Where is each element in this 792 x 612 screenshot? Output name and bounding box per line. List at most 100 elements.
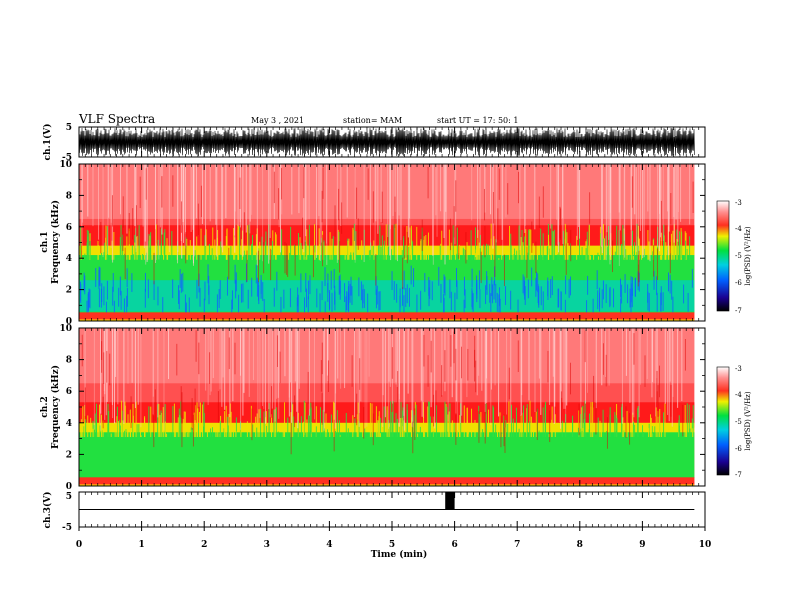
spectrogram-dark-streak	[192, 414, 194, 447]
spectrogram-dark-streak	[427, 355, 429, 387]
spectrogram-spike	[144, 249, 146, 260]
spectrogram-blue-streak	[327, 283, 329, 302]
spectrogram-spike	[581, 431, 583, 438]
spectrogram-streak	[608, 328, 610, 386]
spectrogram-streak	[380, 164, 382, 223]
spectrogram-streak	[221, 328, 223, 407]
spectrogram-streak	[580, 328, 582, 402]
spectrogram-spike	[526, 408, 528, 438]
spectrogram-dark-streak	[334, 205, 336, 237]
spectrogram-dark-streak	[500, 415, 502, 448]
spectrogram-dark-streak	[281, 168, 283, 200]
spectrogram-streak	[624, 164, 626, 258]
spectrogram-blue-streak	[339, 274, 341, 294]
spectrogram-spike	[358, 420, 360, 438]
spectrogram-dark-streak	[478, 411, 480, 443]
spectrogram-streak	[177, 164, 179, 264]
ch2-spectrogram-ylabel-frequency: Frequency (kHz)	[50, 365, 61, 449]
spectrogram-spike	[273, 409, 275, 438]
spectrogram-spike	[410, 249, 412, 260]
spectrogram-spike	[363, 229, 365, 260]
spectrogram-streak	[400, 164, 402, 248]
spectrogram-spike	[529, 400, 531, 438]
spectrogram-streak	[368, 328, 370, 377]
spectrogram-spike	[661, 424, 663, 438]
spectrogram-streak	[221, 164, 223, 248]
spectrogram-streak	[344, 328, 346, 389]
spectrogram-dark-streak	[243, 212, 245, 244]
spectrogram-spike	[529, 229, 531, 260]
spectrogram-spike	[600, 425, 602, 438]
spectrogram-spike	[225, 431, 227, 438]
spectrogram-spike	[599, 420, 601, 438]
spectrogram-blue-streak	[304, 297, 306, 317]
spectrogram-spike	[585, 432, 587, 438]
spectrogram-streak	[484, 328, 486, 404]
spectrogram-dark-streak	[504, 421, 506, 453]
spectrogram-blue-streak	[179, 269, 181, 288]
spectrogram-dark-streak	[480, 251, 482, 284]
spectrogram-blue-streak	[296, 297, 298, 317]
spectrogram-blue-streak	[131, 273, 133, 292]
spectrogram-blue-streak	[106, 280, 108, 300]
spectrogram-spike	[364, 428, 366, 438]
spectrogram-streak	[534, 164, 536, 230]
spectrogram-blue-streak	[319, 293, 321, 313]
spectrogram-dark-streak	[278, 188, 280, 220]
spectrogram-dark-streak	[217, 391, 219, 423]
spectrogram-blue-streak	[570, 276, 572, 296]
spectrogram-spike	[138, 424, 140, 438]
spectrogram-dark-streak	[303, 166, 305, 199]
spectrogram-blue-streak	[98, 269, 100, 289]
spectrogram-streak	[354, 164, 356, 263]
spectrogram-streak	[240, 328, 242, 430]
spectrogram-streak	[451, 328, 453, 398]
spectrogram-spike	[557, 254, 559, 260]
spectrogram-spike	[118, 257, 120, 260]
spectrogram-dark-streak	[633, 333, 635, 365]
spectrogram-spike	[107, 403, 109, 438]
spectrogram-spike	[590, 255, 592, 260]
spectrogram-streak	[382, 328, 384, 427]
spectrogram-streak	[251, 164, 253, 215]
spectrogram-spike	[338, 231, 340, 260]
spectrogram-spike	[275, 432, 277, 438]
spectrogram-dark-streak	[290, 422, 292, 455]
spectrogram-streak	[388, 328, 390, 382]
spectrogram-spike	[126, 431, 128, 438]
spectrogram-spike	[445, 403, 447, 438]
spectrogram-spike	[642, 432, 644, 438]
spectrogram-spike	[239, 254, 241, 260]
spectrogram-blue-streak	[413, 268, 415, 287]
spectrogram-spike	[567, 243, 569, 260]
spectrogram-blue-streak	[406, 284, 408, 304]
spectrogram-streak	[660, 164, 662, 238]
spectrogram-spike	[559, 255, 561, 260]
spectrogram-spike	[420, 241, 422, 260]
spectrogram-spike	[97, 425, 99, 438]
spectrogram-spike	[414, 402, 416, 438]
spectrogram-spike	[135, 401, 137, 438]
spectrogram-blue-streak	[119, 276, 121, 296]
ch1-spectrogram-ylabel-channel: ch.1	[40, 231, 50, 252]
spectrogram-streak	[152, 328, 154, 415]
spectrogram-spike	[467, 427, 469, 438]
spectrogram-blue-streak	[86, 300, 88, 320]
spectrogram-blue-streak	[199, 287, 201, 307]
spectrogram-spike	[615, 431, 617, 438]
spectrogram-blue-streak	[463, 299, 465, 319]
spectrogram-streak	[137, 328, 139, 405]
spectrogram-streak	[232, 328, 234, 402]
spectrogram-spike	[566, 232, 568, 260]
spectrogram-streak	[108, 164, 110, 218]
spectrogram-streak	[289, 328, 291, 383]
spectrogram-spike	[110, 433, 112, 438]
spectrogram-spike	[632, 412, 634, 438]
ch3-ytick-bottom: -5	[62, 523, 72, 533]
spectrogram-spike	[183, 411, 185, 438]
spectrogram-spike	[446, 431, 448, 438]
spectrogram-spike	[670, 253, 672, 260]
spectrogram-spike	[632, 256, 634, 260]
spectrogram-dark-streak	[584, 330, 586, 363]
spectrogram-streak	[337, 328, 339, 379]
